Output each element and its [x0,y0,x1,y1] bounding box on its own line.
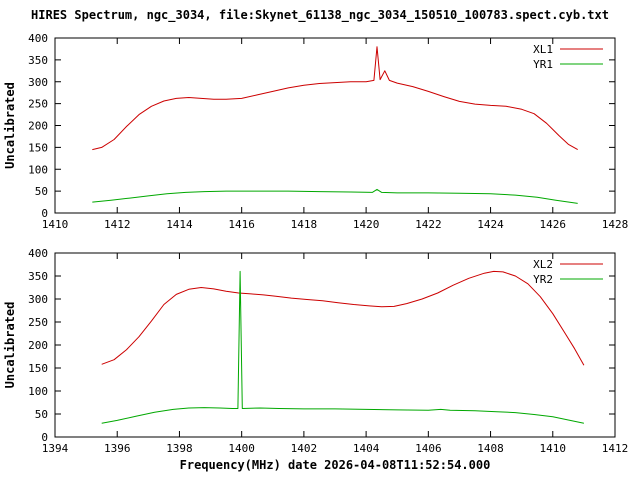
y-axis-title: Uncalibrated [3,302,17,389]
x-tick-label: 1414 [166,218,193,231]
y-tick-label: 350 [28,54,48,67]
x-tick-label: 1396 [104,442,131,455]
x-tick-label: 1412 [104,218,131,231]
x-tick-label: 1418 [291,218,318,231]
panel-2: 1394 1396 1398 1400 1402 1404 1406 1408 1410 1412… [3,247,628,455]
y-tick-label: 50 [35,185,48,198]
y-tick-label: 350 [28,270,48,283]
x-tick-label: 1412 [602,442,629,455]
series-XL2 [101,270,585,366]
x-tick-label: 1426 [540,218,567,231]
y-tick-label: 250 [28,316,48,329]
x-tick-label: 1410 [42,218,69,231]
y-tick-label: 100 [28,385,48,398]
x-tick-label: 1416 [228,218,255,231]
y-tick-label: 0 [41,207,48,220]
y-tick-label: 150 [28,141,48,154]
x-tick-label: 1420 [353,218,380,231]
x-tick-label: 1400 [228,442,255,455]
series-XL1 [92,46,578,151]
y-tick-label: 50 [35,408,48,421]
plot-border [54,37,616,214]
y-tick-label: 100 [28,163,48,176]
x-axis-label: Frequency(MHz) date 2026-04-08T11:52:54.… [179,458,491,472]
x-tick-label: 1408 [477,442,504,455]
legend-label-XL2: XL2 [533,258,553,271]
y-tick-label: 200 [28,339,48,352]
y-axis-title: Uncalibrated [3,82,17,169]
series-YR1 [92,188,578,204]
x-tick-label: 1406 [415,442,442,455]
panel-1: 1410 1412 1414 1416 1418 1420 1422 1424 1426 1428… [3,32,628,231]
y-tick-label: 200 [28,120,48,133]
y-tick-label: 400 [28,247,48,260]
y-tick-label: 250 [28,98,48,111]
x-tick-label: 1398 [166,442,193,455]
x-tick-label: 1424 [477,218,504,231]
series-YR2 [101,270,585,424]
x-tick-label: 1404 [353,442,380,455]
x-tick-label: 1410 [540,442,567,455]
legend-label-YR2: YR2 [533,273,553,286]
y-tick-label: 400 [28,32,48,45]
y-tick-label: 300 [28,76,48,89]
x-tick-label: 1428 [602,218,629,231]
x-tick-label: 1402 [291,442,318,455]
y-tick-label: 0 [41,431,48,444]
legend-label-YR1: YR1 [533,58,553,71]
chart-title: HIRES Spectrum, ngc_3034, file:Skynet_61… [31,8,609,22]
legend-label-XL1: XL1 [533,43,553,56]
x-tick-label: 1422 [415,218,442,231]
y-tick-label: 300 [28,293,48,306]
x-tick-label: 1394 [42,442,69,455]
y-tick-label: 150 [28,362,48,375]
